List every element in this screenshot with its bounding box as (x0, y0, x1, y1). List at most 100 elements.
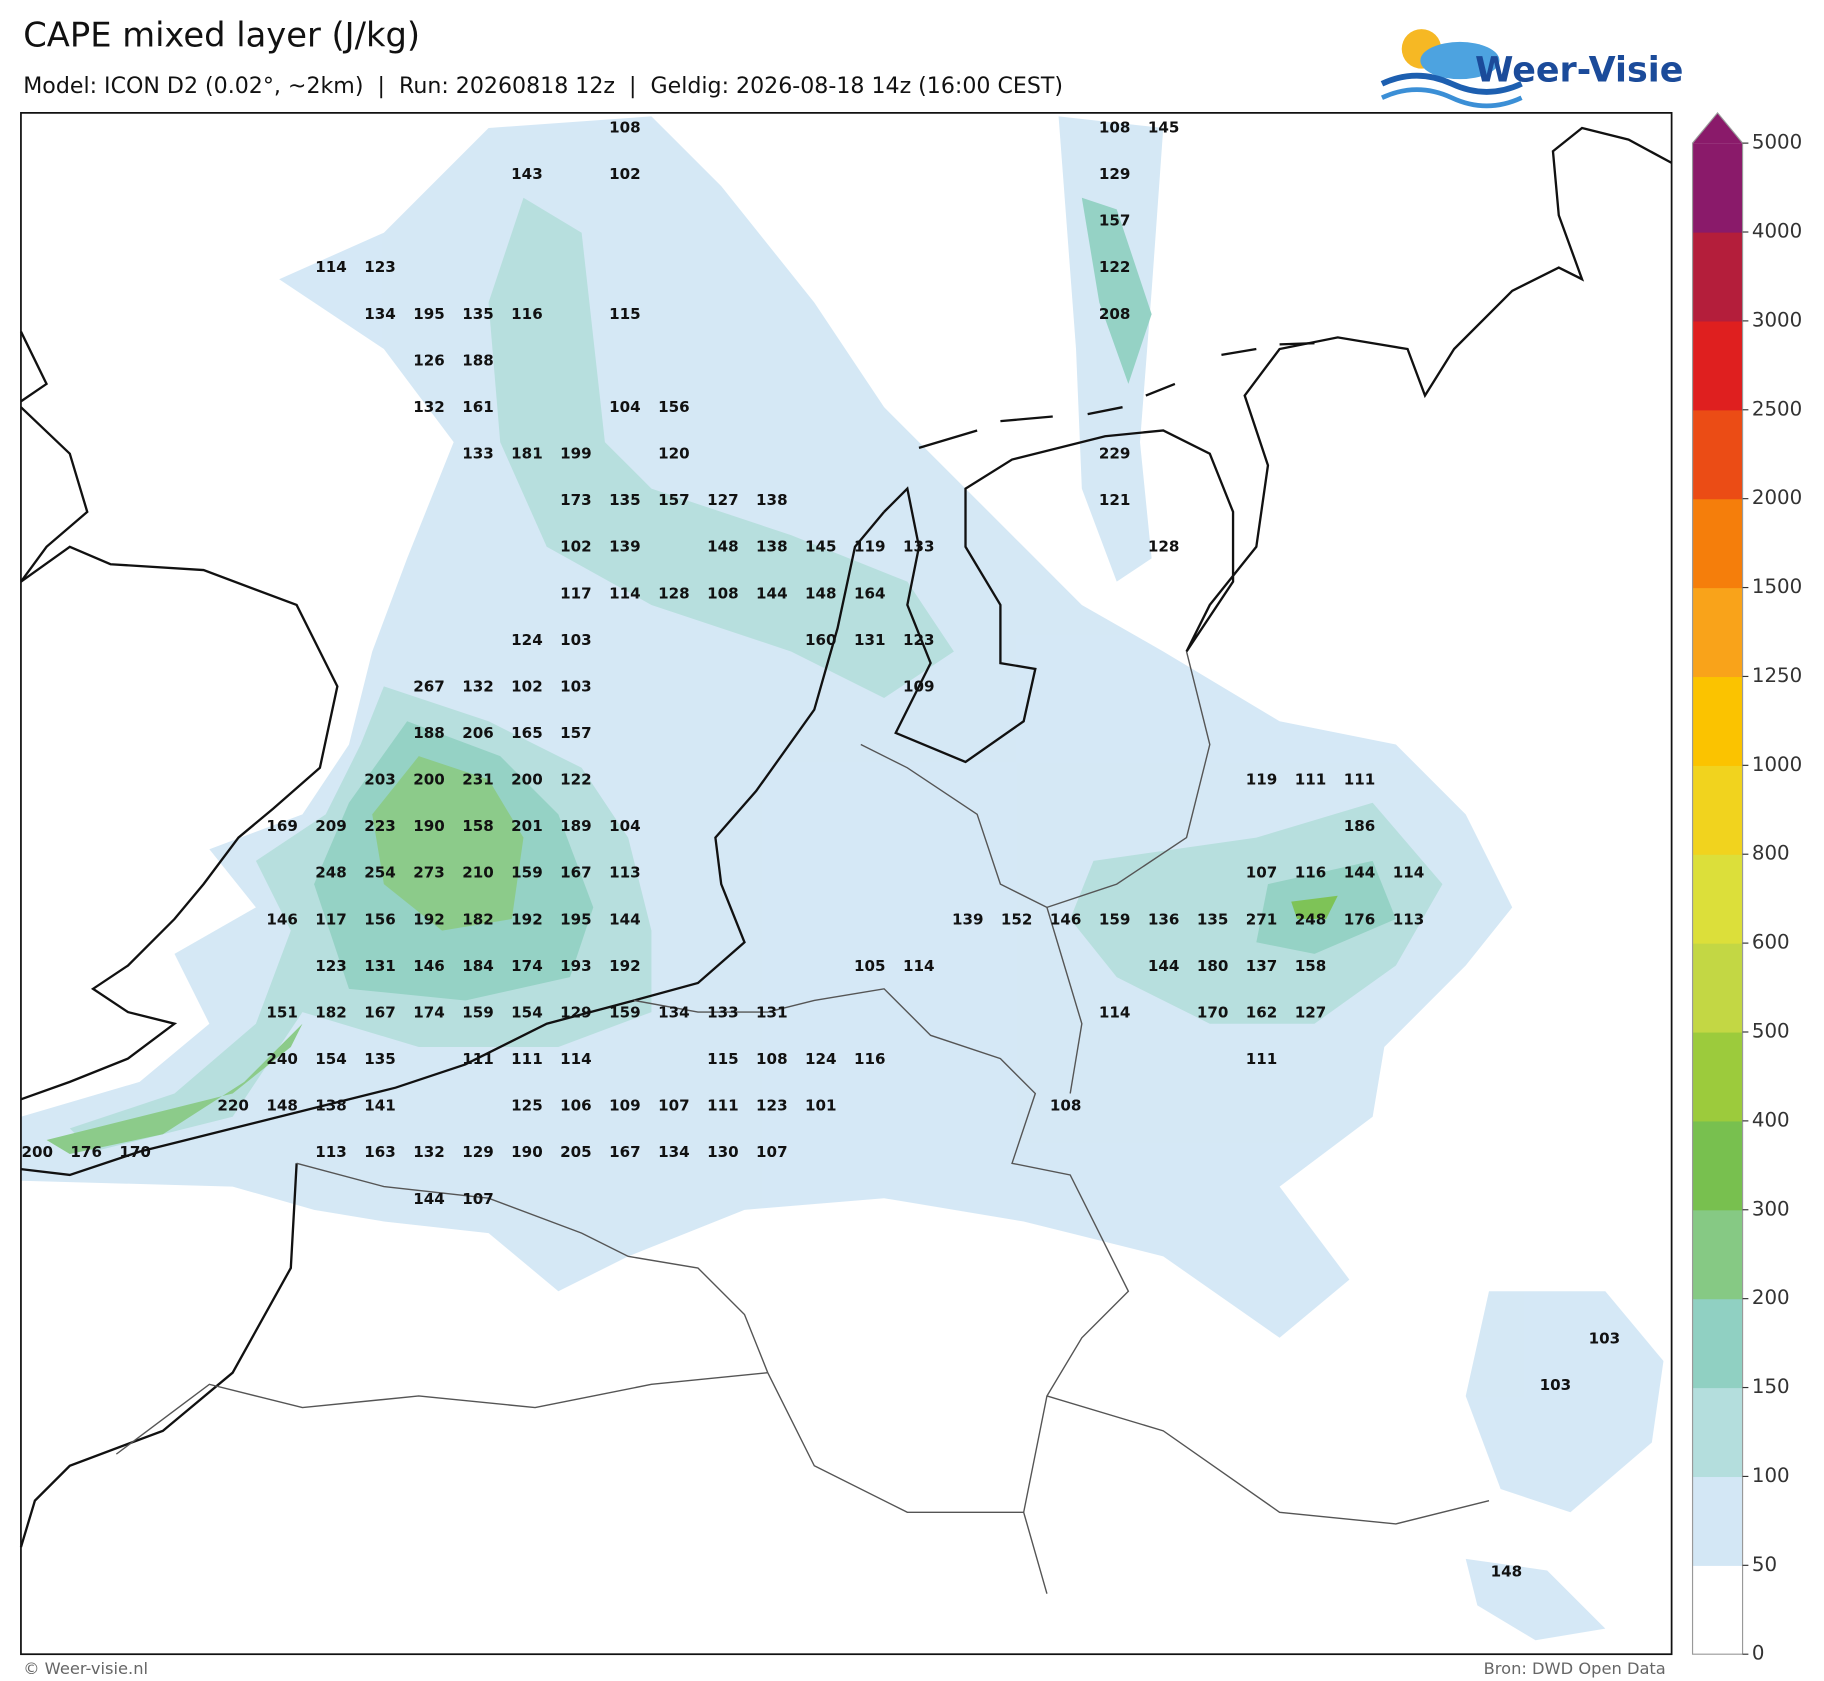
cape-value: 123 (315, 957, 347, 975)
colorbar-segment (1692, 1476, 1743, 1566)
cape-value: 103 (1540, 1376, 1572, 1394)
cape-value: 111 (462, 1050, 494, 1068)
cape-value: 107 (462, 1190, 494, 1208)
cape-value: 159 (609, 1003, 641, 1021)
cape-value: 135 (364, 1050, 396, 1068)
cape-value: 208 (1099, 305, 1131, 323)
cape-value: 210 (462, 864, 494, 882)
cape-value: 169 (266, 817, 298, 835)
colorbar: 0 50 100 150 200 300 400 500 600 800 1000 1250 1500 2… (1691, 111, 1802, 1665)
cape-value: 144 (609, 910, 641, 928)
cape-value: 128 (658, 584, 690, 602)
cape-value: 111 (707, 1097, 739, 1115)
cape-value: 132 (462, 677, 494, 695)
cape-value: 148 (266, 1097, 298, 1115)
colorbar-label: 400 (1752, 1108, 1790, 1131)
cape-value: 138 (756, 538, 788, 556)
colorbar-extend (1692, 112, 1743, 144)
cape-value: 114 (609, 584, 641, 602)
cape-value: 144 (1148, 957, 1180, 975)
cape-value: 121 (1099, 491, 1131, 509)
cape-value: 157 (560, 724, 592, 742)
cape-value: 123 (903, 631, 935, 649)
cape-value: 108 (707, 584, 739, 602)
cape-value: 115 (707, 1050, 739, 1068)
cape-value: 145 (1148, 119, 1180, 137)
cape-value: 117 (315, 910, 347, 928)
title: CAPE mixed layer (J/kg) (23, 16, 420, 55)
cape-value: 157 (658, 491, 690, 509)
colorbar-segment (1692, 1565, 1743, 1655)
cape-value: 111 (1344, 771, 1376, 789)
cape-value: 190 (413, 817, 445, 835)
cape-value: 173 (560, 491, 592, 509)
cape-value: 134 (658, 1003, 690, 1021)
cape-value: 167 (609, 1143, 641, 1161)
cape-value: 132 (413, 398, 445, 416)
cape-value: 162 (1246, 1003, 1278, 1021)
cape-value: 192 (609, 957, 641, 975)
cape-value: 165 (511, 724, 543, 742)
cape-value: 190 (511, 1143, 543, 1161)
cape-value: 102 (609, 165, 641, 183)
cape-value: 124 (805, 1050, 837, 1068)
cape-value: 133 (462, 445, 494, 463)
cape-value: 189 (560, 817, 592, 835)
subtitle: Model: ICON D2 (0.02°, ~2km) | Run: 2026… (23, 73, 1063, 99)
cape-value: 146 (1050, 910, 1082, 928)
cape-value: 164 (854, 584, 886, 602)
cape-value: 117 (560, 584, 592, 602)
colorbar-segment (1692, 1120, 1743, 1211)
colorbar-label: 300 (1752, 1197, 1790, 1220)
colorbar-label: 800 (1752, 842, 1790, 865)
cape-value: 101 (805, 1097, 837, 1115)
colorbar-segment (1692, 232, 1743, 322)
cape-value: 128 (1148, 538, 1180, 556)
cape-value: 193 (560, 957, 592, 975)
cape-value: 157 (1099, 212, 1131, 230)
cape-value: 158 (1295, 957, 1327, 975)
cape-value: 131 (756, 1003, 788, 1021)
cape-value: 156 (364, 910, 396, 928)
cape-value: 137 (1246, 957, 1278, 975)
cape-value: 240 (266, 1050, 298, 1068)
cape-value: 135 (1197, 910, 1229, 928)
cape-value: 167 (364, 1003, 396, 1021)
cape-value: 102 (560, 538, 592, 556)
colorbar-segment (1692, 587, 1743, 678)
cape-value: 209 (315, 817, 347, 835)
cape-value: 181 (511, 445, 543, 463)
cape-value: 267 (413, 677, 445, 695)
cape-value: 174 (511, 957, 543, 975)
cape-value: 248 (1295, 910, 1327, 928)
cape-value: 148 (707, 538, 739, 556)
cape-value: 192 (413, 910, 445, 928)
cape-value: 131 (364, 957, 396, 975)
cape-value: 184 (462, 957, 494, 975)
cape-value: 195 (560, 910, 592, 928)
cape-value: 248 (315, 864, 347, 882)
cape-value: 146 (266, 910, 298, 928)
cape-value: 159 (1099, 910, 1131, 928)
cape-value: 113 (315, 1143, 347, 1161)
cape-value: 114 (560, 1050, 592, 1068)
cape-value: 229 (1099, 445, 1131, 463)
cape-value: 135 (462, 305, 494, 323)
cape-value: 105 (854, 957, 886, 975)
cape-value: 103 (1589, 1330, 1621, 1348)
map-frame (20, 112, 1673, 1656)
cape-value: 111 (511, 1050, 543, 1068)
cape-value: 108 (1050, 1097, 1082, 1115)
cape-labels: 108 108 145 143 102 129 157 114 123 122 134 195 135 1… (21, 119, 1620, 1581)
colorbar-label: 100 (1752, 1464, 1790, 1487)
cape-value: 159 (462, 1003, 494, 1021)
cape-value: 114 (1393, 864, 1425, 882)
cape-value: 148 (805, 584, 837, 602)
cape-value: 158 (462, 817, 494, 835)
cape-value: 114 (315, 258, 347, 276)
cape-value: 203 (364, 771, 396, 789)
cape-value: 223 (364, 817, 396, 835)
source: Bron: DWD Open Data (1484, 1659, 1666, 1678)
cape-value: 129 (462, 1143, 494, 1161)
